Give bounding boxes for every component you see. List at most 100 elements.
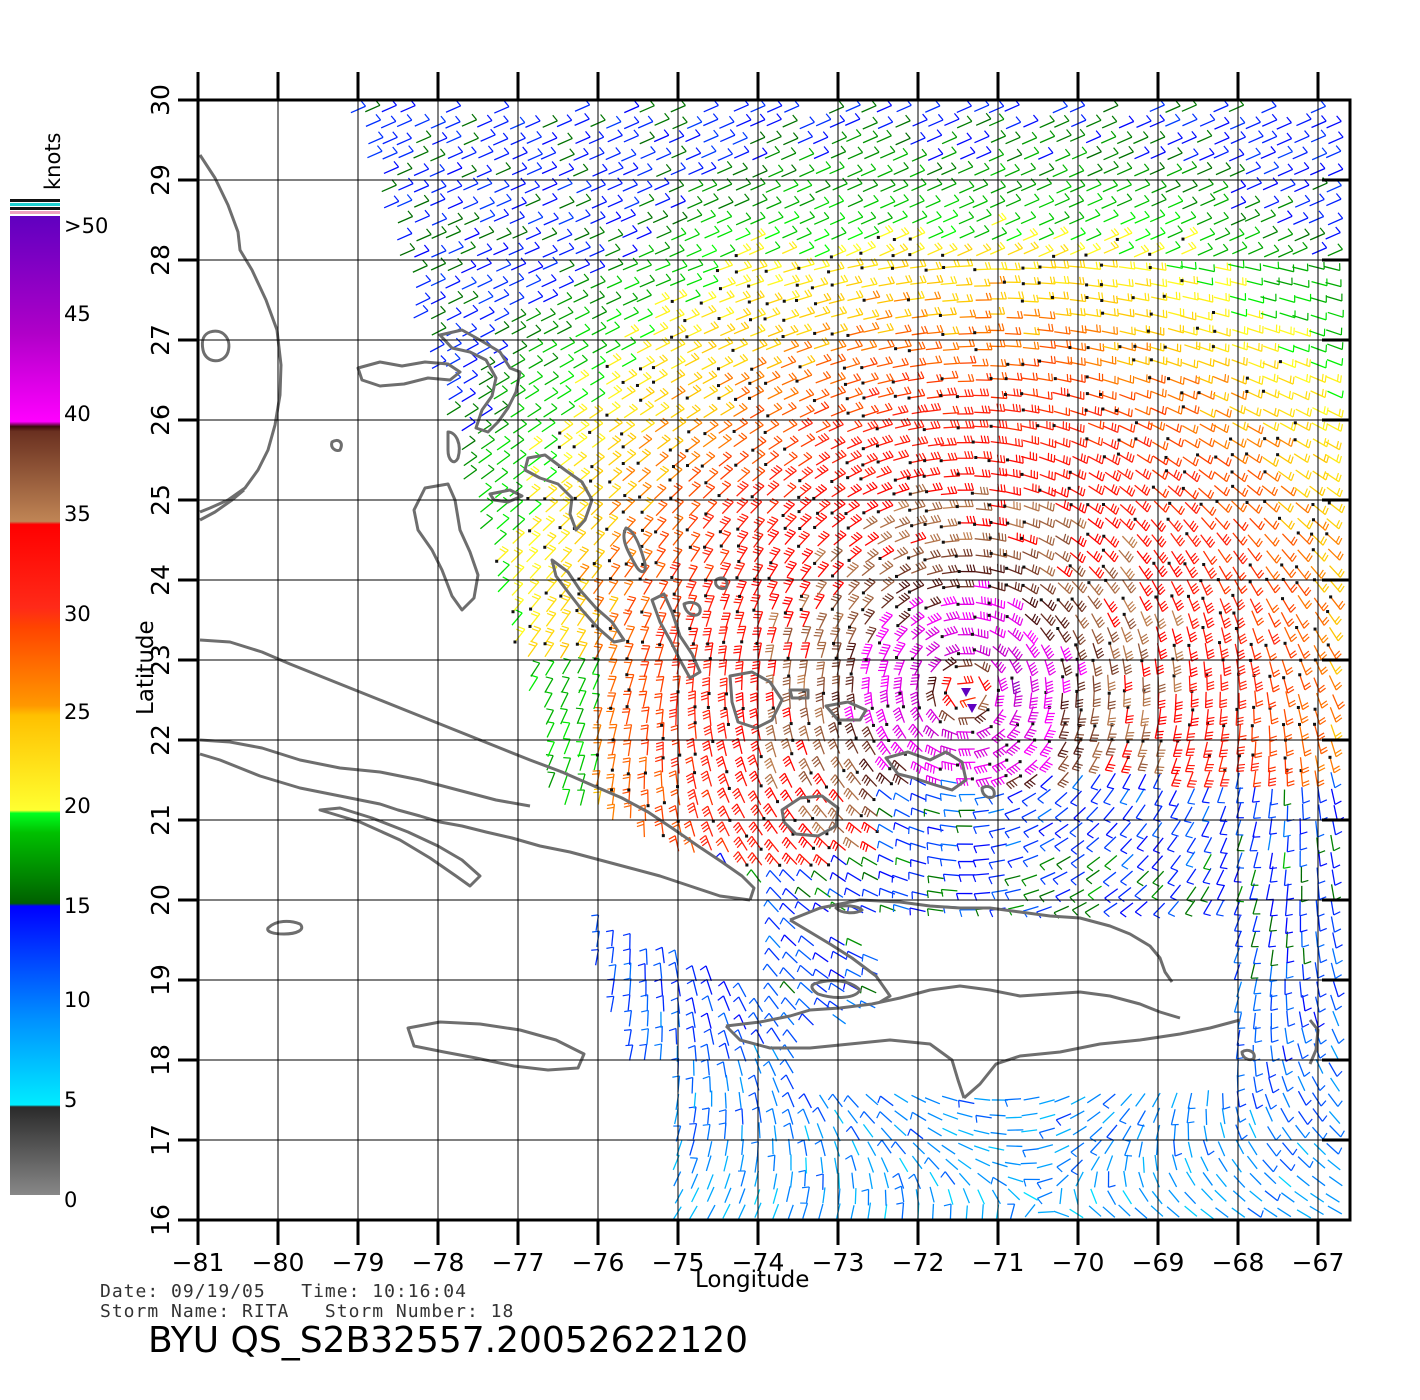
wind-barb	[464, 452, 477, 466]
wind-barb	[959, 718, 975, 725]
wind-barb	[1214, 358, 1230, 366]
wind-barb	[1229, 149, 1244, 161]
wind-barb	[1038, 356, 1055, 364]
wind-barb	[749, 1093, 759, 1109]
wind-barb	[1231, 376, 1247, 384]
wind-barb	[1278, 345, 1294, 352]
wind-barb	[941, 548, 957, 557]
wind-barb	[670, 562, 680, 579]
wind-barb	[1278, 164, 1293, 176]
wind-barb	[859, 241, 875, 255]
wind-barb	[720, 465, 732, 479]
wind-barb	[670, 309, 685, 321]
wind-barb	[1332, 870, 1341, 886]
wind-barb	[558, 133, 573, 145]
wind-barb	[989, 149, 1004, 161]
wind-barb	[446, 131, 461, 143]
wind-barb	[1329, 660, 1342, 674]
wind-barb	[1262, 374, 1278, 382]
wind-barb	[959, 875, 975, 882]
wind-barb	[1158, 677, 1166, 693]
wind-barb	[414, 180, 429, 192]
wind-barb	[1022, 549, 1038, 559]
wind-barb	[927, 163, 942, 175]
wind-barb	[528, 212, 543, 224]
wind-barb	[766, 692, 775, 709]
wind-barb	[592, 356, 606, 369]
wind-barb	[815, 229, 830, 241]
wind-barb	[1254, 1013, 1261, 1029]
colorbar-label: 5	[64, 1088, 77, 1112]
wind-barb	[1037, 324, 1053, 332]
wind-barb	[739, 1092, 741, 1108]
wind-barb	[624, 802, 631, 818]
wind-barb	[877, 500, 893, 514]
wind-barb	[544, 404, 557, 418]
wind-barb	[1166, 437, 1183, 447]
wind-barb	[816, 452, 830, 465]
wind-barb	[1268, 1126, 1281, 1140]
wind-barb	[703, 261, 718, 272]
wind-barb	[495, 321, 509, 334]
wind-barb	[1103, 439, 1119, 449]
wind-barb	[576, 708, 583, 724]
wind-barb	[1302, 886, 1309, 902]
wind-barb	[1137, 856, 1148, 871]
wind-barb	[943, 210, 958, 222]
wind-barb	[574, 274, 589, 286]
wind-barb	[1159, 708, 1167, 724]
wind-barb	[513, 627, 524, 644]
wind-barb	[623, 610, 632, 626]
wind-barb	[1008, 791, 1022, 803]
wind-barb	[1187, 1107, 1194, 1123]
wind-barb	[766, 725, 776, 741]
wind-barb	[1024, 1192, 1038, 1200]
wind-barb	[849, 532, 862, 546]
wind-barb	[1328, 549, 1343, 560]
wind-barb	[496, 163, 511, 175]
wind-barb	[1278, 391, 1294, 400]
wind-barb	[1200, 228, 1215, 240]
wind-barb	[893, 211, 908, 223]
wind-barb	[1312, 1093, 1325, 1106]
wind-barb	[1184, 341, 1199, 349]
wind-barb	[876, 790, 891, 800]
wind-barb	[845, 969, 861, 976]
wind-barb	[975, 1159, 989, 1166]
wind-barb	[605, 322, 619, 335]
wind-barb	[765, 742, 776, 757]
wind-barb	[753, 643, 762, 659]
wind-barb	[1168, 901, 1178, 916]
wind-barb	[543, 257, 558, 269]
wind-barb	[748, 791, 761, 805]
wind-barb	[543, 193, 558, 205]
wind-barb	[957, 294, 973, 302]
wind-barb	[641, 725, 649, 741]
wind-barb	[763, 803, 776, 817]
wind-barb	[735, 612, 744, 627]
wind-barb	[414, 195, 429, 207]
wind-barb	[992, 759, 1008, 773]
wind-barb	[736, 581, 746, 598]
wind-barb	[1269, 770, 1276, 786]
wind-barb	[912, 326, 928, 335]
wind-barb	[446, 276, 460, 288]
wind-barb	[639, 1044, 646, 1060]
wind-barb	[1091, 1189, 1097, 1204]
wind-barb	[1085, 437, 1102, 446]
wind-barb	[1136, 789, 1144, 803]
wind-barb	[592, 306, 606, 318]
wind-barb	[1270, 915, 1277, 931]
wind-barb	[397, 163, 412, 175]
wind-barb	[495, 289, 509, 301]
wind-barb	[865, 532, 879, 545]
wind-barb	[1069, 423, 1085, 432]
wind-barb	[557, 229, 572, 241]
wind-barb	[1328, 213, 1343, 225]
wind-barb	[1311, 503, 1328, 515]
wind-barb	[1121, 212, 1136, 224]
wind-barb	[1154, 501, 1169, 512]
wind-barb	[959, 327, 975, 335]
wind-barb	[1287, 1010, 1295, 1026]
wind-barb	[641, 707, 649, 723]
